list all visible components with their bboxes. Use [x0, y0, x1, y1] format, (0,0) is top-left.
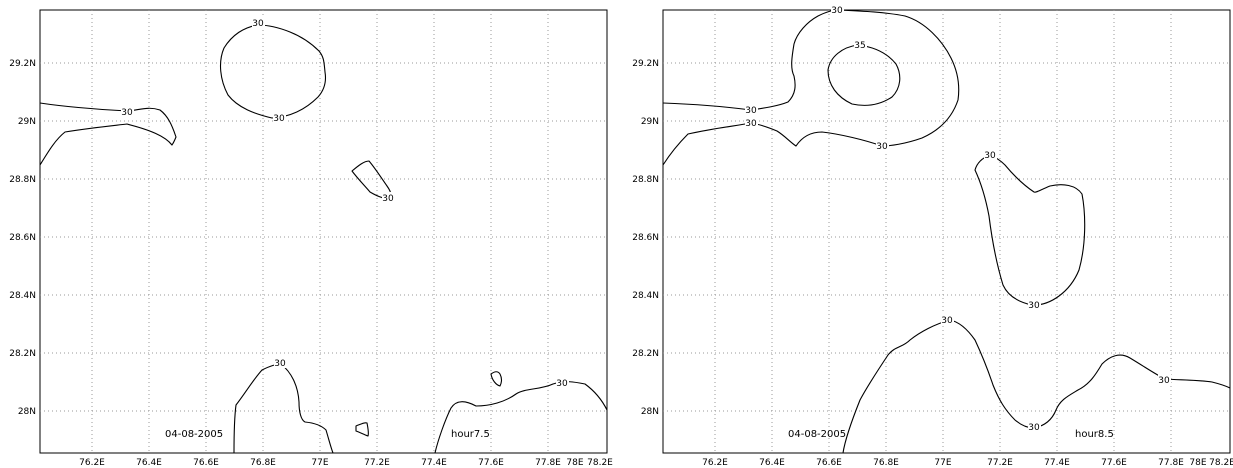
panel-1-x-ticks: 76.2E 76.4E 76.6E 76.8E 77E 77.2E 77.4E …	[79, 458, 613, 468]
x-tick-label: 77.8E	[535, 458, 561, 468]
x-tick-label: 77E	[311, 458, 328, 468]
contour-label: 30	[831, 6, 843, 16]
x-tick-label: 77E	[934, 458, 951, 468]
y-tick-label: 28.4N	[632, 291, 659, 301]
y-tick-label: 28.4N	[9, 291, 36, 301]
y-tick-label: 28N	[18, 407, 36, 417]
contour-line	[662, 9, 960, 166]
contour-line	[974, 154, 1086, 306]
contour-label: 30	[1028, 301, 1040, 311]
hour-label: hour7.5	[451, 429, 490, 440]
x-tick-label: 78.2E	[587, 458, 613, 468]
contour-label: 30	[556, 379, 568, 389]
x-tick-label: 77.2E	[987, 458, 1013, 468]
panel-1-grid	[40, 10, 607, 453]
x-tick-label: 78.2E	[1209, 458, 1233, 468]
panel-1-y-ticks: 29.2N 29N 28.8N 28.6N 28.4N 28.2N 28N	[9, 59, 36, 417]
x-tick-label: 77.6E	[1101, 458, 1127, 468]
contour-label: 30	[745, 106, 757, 116]
panel-2-frame	[662, 9, 1231, 454]
y-tick-label: 28.8N	[9, 175, 36, 185]
contour-line	[827, 44, 901, 106]
x-tick-label: 76.6E	[193, 458, 219, 468]
panel-2-x-ticks: 76.2E 76.4E 76.6E 76.8E 77E 77.2E 77.4E …	[702, 458, 1233, 468]
y-tick-label: 29.2N	[632, 59, 659, 69]
contour-label: 30	[745, 119, 757, 129]
x-tick-label: 77.6E	[478, 458, 504, 468]
y-tick-label: 28.6N	[632, 233, 659, 243]
contour-label: 30	[273, 114, 285, 124]
contour-line	[39, 102, 177, 166]
x-tick-label: 76.4E	[759, 458, 785, 468]
panel-2-grid	[663, 10, 1230, 453]
contour-label: 35	[854, 41, 865, 51]
hour-label: hour8.5	[1075, 429, 1114, 440]
panel-2-contours	[662, 9, 1231, 454]
y-tick-label: 28.2N	[9, 349, 36, 359]
x-tick-label: 76.4E	[136, 458, 162, 468]
panel-1-frame	[39, 9, 608, 454]
contour-label: 30	[941, 316, 953, 326]
panel-hour-8-5: 76.2E 76.4E 76.6E 76.8E 77E 77.2E 77.4E …	[632, 4, 1233, 468]
contour-label: 30	[382, 194, 394, 204]
contour-line	[355, 422, 369, 437]
y-tick-label: 29.2N	[9, 59, 36, 69]
contour-line	[233, 363, 334, 454]
x-tick-label: 78E	[1189, 458, 1206, 468]
contour-label: 30	[274, 359, 286, 369]
contour-line	[219, 24, 327, 119]
y-tick-label: 29N	[641, 117, 659, 127]
x-tick-label: 77.2E	[364, 458, 390, 468]
x-tick-label: 78E	[566, 458, 583, 468]
x-tick-label: 77.8E	[1158, 458, 1184, 468]
y-tick-label: 28.6N	[9, 233, 36, 243]
panel-2-contour-labels: 30 35 30 30 30 30 30 30 30 30	[745, 4, 1171, 433]
contour-label: 30	[252, 19, 264, 29]
panel-1-contours	[39, 24, 608, 454]
x-tick-label: 76.8E	[250, 458, 276, 468]
y-tick-label: 28N	[641, 407, 659, 417]
x-tick-label: 76.8E	[873, 458, 899, 468]
panel-hour-7-5: 76.2E 76.4E 76.6E 76.8E 77E 77.2E 77.4E …	[9, 9, 613, 468]
x-tick-label: 76.2E	[702, 458, 728, 468]
contour-label: 30	[1028, 423, 1040, 433]
contour-label: 30	[876, 142, 888, 152]
date-label: 04-08-2005	[165, 429, 223, 440]
panel-2-y-ticks: 29.2N 29N 28.8N 28.6N 28.4N 28.2N 28N	[632, 59, 659, 417]
contour-line	[434, 381, 608, 454]
contour-label: 30	[121, 108, 133, 118]
panel-1-contour-labels: 30 30 30 30 30 30	[121, 17, 569, 389]
contour-line	[490, 371, 503, 387]
y-tick-label: 28.8N	[632, 175, 659, 185]
date-label: 04-08-2005	[788, 429, 846, 440]
x-tick-label: 76.6E	[816, 458, 842, 468]
contour-line	[842, 319, 1231, 454]
contour-label: 30	[984, 151, 996, 161]
x-tick-label: 76.2E	[79, 458, 105, 468]
x-tick-label: 77.4E	[421, 458, 447, 468]
y-tick-label: 29N	[18, 117, 36, 127]
y-tick-label: 28.2N	[632, 349, 659, 359]
x-tick-label: 77.4E	[1044, 458, 1070, 468]
contour-label: 30	[1158, 376, 1170, 386]
